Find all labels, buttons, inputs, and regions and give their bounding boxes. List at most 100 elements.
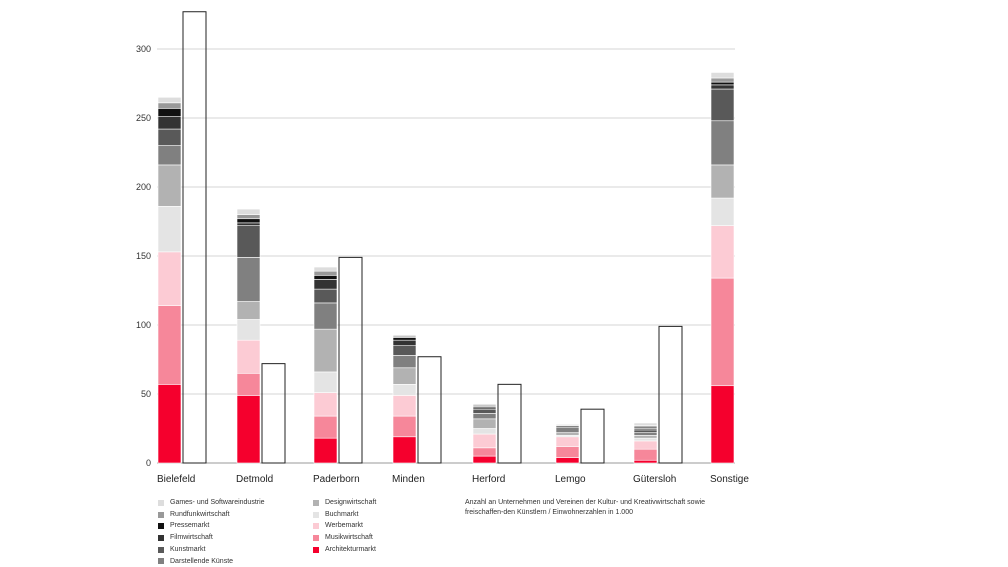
bar-segment-6-10 [633,422,658,427]
bar-segment-4-6 [472,408,497,414]
legend-label: Darstellende Künste [170,557,234,565]
legend-label: Rundfunkwirtschaft [170,510,230,518]
bar-segment-4-1 [472,447,497,457]
bar-segment-1-6 [236,225,261,258]
category-label: Detmold [236,474,273,485]
bar-segment-6-6 [633,429,658,433]
bar-segment-3-2 [392,395,417,417]
bar-segment-2-5 [313,302,338,330]
bar-segment-0-8 [157,108,182,117]
bar-segment-4-3 [472,428,497,435]
legend-swatch [158,558,164,565]
bar-segment-5-1 [555,446,580,458]
bar-segment-4-5 [472,413,497,420]
legend-swatch [313,511,319,518]
stack-1 [236,208,261,464]
comparison-bar-5 [580,408,605,464]
legend-item: Buchmarkt [313,509,376,521]
bar-segment-1-2 [236,339,261,374]
y-tick-label: 300 [136,44,151,54]
category-label: Bielefeld [157,474,195,485]
bar-segment-1-8 [236,218,261,224]
legend-item: Werbemarkt [313,520,376,532]
bar-segment-1-9 [236,214,261,220]
legend-swatch [313,499,319,506]
comparison-bar-1 [261,363,286,464]
bar-segment-3-4 [392,367,417,385]
bar-stacks [157,72,735,464]
legend-label: Musikwirtschaft [325,534,373,542]
legend-label: Architekturmarkt [325,545,376,553]
stack-4 [472,403,497,464]
bar-segment-0-4 [157,164,182,207]
comparison-bar-3 [417,356,442,464]
bar-segment-7-8 [710,81,735,86]
category-label: Minden [392,474,425,485]
legend-label: Kunstmarkt [170,545,206,553]
legend-swatch [158,546,164,553]
bar-segment-7-5 [710,120,735,166]
category-label: Paderborn [313,474,360,485]
bar-segment-6-1 [633,448,658,461]
y-tick-label: 50 [141,389,151,399]
y-tick-label: 250 [136,113,151,123]
legend-label: Filmwirtschaft [170,534,213,542]
bar-segment-3-3 [392,384,417,396]
bar-segment-1-5 [236,257,261,302]
bar-segment-7-6 [710,88,735,122]
bar-segment-7-1 [710,277,735,387]
bar-segment-7-4 [710,164,735,199]
legend-item: Architekturmarkt [313,544,376,556]
category-label: Sonstige [710,474,749,485]
stack-5 [555,424,580,464]
legend-item: Darstellende Künste [158,556,265,567]
stack-2 [313,266,338,464]
bar-segment-0-6 [157,128,182,146]
bar-segment-6-0 [633,459,658,464]
bar-segment-2-4 [313,328,338,373]
bar-segment-3-7 [392,339,417,346]
bar-segment-7-3 [710,197,735,226]
comparison-bar-6 [658,325,683,464]
bar-segment-3-10 [392,334,417,337]
legend-item: Games- und Softwareindustrie [158,497,265,509]
y-tick-label: 150 [136,251,151,261]
legend-swatch [158,511,164,518]
comparison-bar-4 [497,383,522,464]
bar-segment-2-9 [313,270,338,276]
bar-segment-2-0 [313,437,338,464]
bar-segment-2-6 [313,288,338,304]
legend-item: Pressemarkt [158,520,265,532]
bar-segment-3-0 [392,436,417,464]
bar-segment-0-0 [157,384,182,464]
legend-swatch [158,499,164,506]
bar-segment-4-10 [472,403,497,406]
bar-segment-4-0 [472,455,497,464]
legend-swatch [158,534,164,541]
legend-item: Musikwirtschaft [313,532,376,544]
y-axis-ticks: 0 50 100 150 200 250 300 [136,44,151,468]
comparison-bar-0 [182,11,207,464]
bar-segment-5-5 [555,426,580,433]
bar-segment-5-2 [555,436,580,447]
bar-segment-1-4 [236,301,261,320]
bar-segment-7-9 [710,77,735,83]
bar-segment-1-0 [236,395,261,464]
bar-segment-0-3 [157,206,182,253]
chart-note: Anzahl an Unternehmen und Vereinen der K… [465,499,706,516]
legend-item: Kunstmarkt [158,544,265,556]
legend-swatch [313,523,319,530]
y-tick-label: 0 [146,458,151,468]
legend-label: Buchmarkt [325,510,359,518]
bar-segment-3-8 [392,337,417,341]
y-tick-label: 200 [136,182,151,192]
stack-7 [710,72,735,464]
comparison-bars [182,11,683,464]
bar-segment-6-3 [633,437,658,442]
bar-segment-6-4 [633,435,658,439]
legend-item: Designwirtschaft [313,497,376,509]
bar-segment-1-10 [236,208,261,215]
legend-item: Filmwirtschaft [158,532,265,544]
legend-swatch [313,546,319,553]
